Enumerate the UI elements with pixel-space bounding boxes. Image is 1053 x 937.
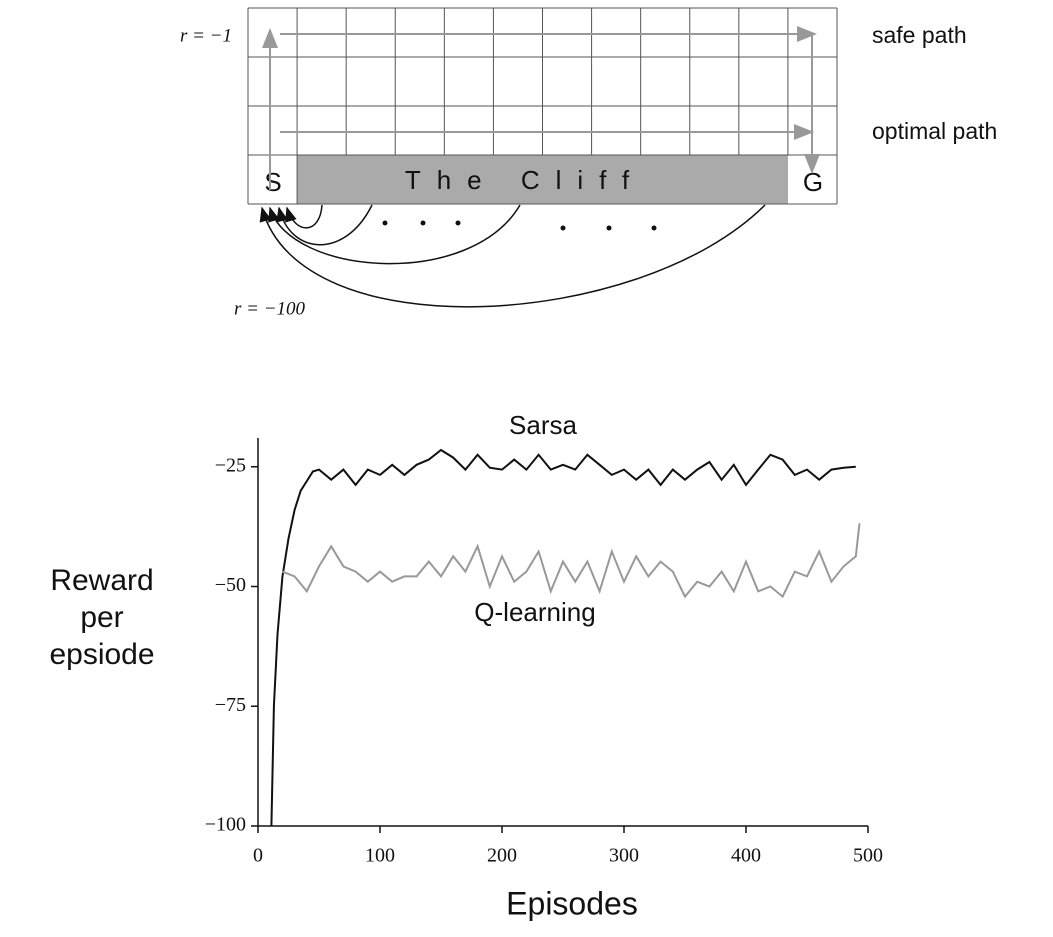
fall-arrow: [276, 204, 373, 246]
y-axis-label: epsiode: [49, 638, 154, 671]
series-label: Q-learning: [474, 597, 595, 627]
x-tick-label: 400: [731, 845, 761, 867]
fall-arrow: [268, 204, 521, 265]
optimal-path-label: optimal path: [872, 118, 997, 144]
start-label: S: [264, 167, 281, 197]
y-tick-label: −75: [215, 694, 246, 716]
series-line: [270, 448, 856, 826]
y-tick-label: −50: [215, 574, 246, 596]
y-tick-label: −25: [215, 454, 246, 476]
x-tick-label: 300: [609, 845, 639, 867]
cliff-region: [297, 155, 788, 204]
fall-arrow: [259, 204, 766, 308]
x-tick-label: 100: [365, 845, 395, 867]
cliff-label: The Cliff: [405, 165, 645, 195]
step-reward: r = −1: [180, 25, 232, 46]
x-axis-label: Episodes: [506, 885, 638, 921]
fall-arrow: [285, 204, 323, 229]
cliff-diagram: S G The Cliff r = −1 safe path optimal p…: [180, 7, 997, 319]
x-tick-label: 200: [487, 845, 517, 867]
cliff-reward: r = −100: [234, 298, 306, 319]
grid: [247, 7, 838, 205]
x-tick-label: 0: [253, 845, 263, 867]
series-line: [282, 523, 861, 599]
chart: −100 −75 −50 −25 0 100 200 300 400 500 Episodes Rew…: [49, 410, 883, 922]
y-axis-label: per: [80, 601, 123, 634]
series-label: Sarsa: [509, 410, 577, 440]
safe-path-label: safe path: [872, 22, 967, 48]
x-tick-label: 500: [853, 845, 883, 867]
y-axis-label: Reward: [50, 564, 153, 597]
ellipsis: [382, 220, 657, 231]
goal-label: G: [803, 167, 823, 197]
y-tick-label: −100: [205, 814, 246, 836]
